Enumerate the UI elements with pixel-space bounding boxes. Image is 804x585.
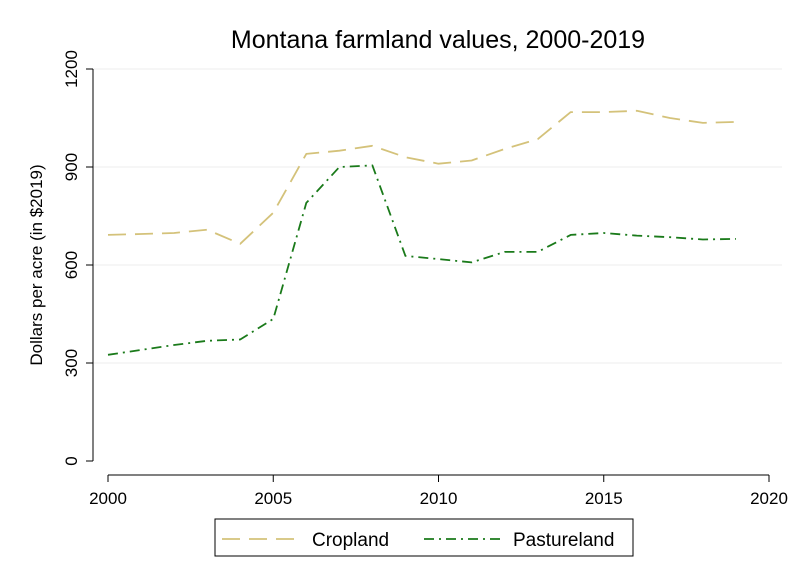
chart-title: Montana farmland values, 2000-2019 [231,26,645,54]
legend-label-pastureland: Pastureland [513,530,614,551]
y-tick-label: 0 [62,456,81,465]
legend-box [214,518,634,557]
series-line-pastureland [107,164,736,356]
y-axis-ticks: 0 300 600 900 1200 [62,50,93,466]
y-tick-label: 600 [62,251,81,279]
y-tick-label: 300 [62,349,81,377]
y-tick-label: 1200 [62,50,81,88]
y-tick-label: 900 [62,153,81,181]
x-tick-label: 2005 [254,489,292,508]
y-axis-title: Dollars per acre (in $2019) [27,164,46,365]
x-tick-label: 2000 [89,489,127,508]
series-line-cropland [107,109,736,245]
x-tick-label: 2020 [750,489,788,508]
x-tick-label: 2015 [585,489,623,508]
legend: Cropland Pastureland [214,518,634,557]
x-axis-ticks: 2000 2005 2010 2015 2020 [89,475,788,508]
legend-label-cropland: Cropland [312,530,389,551]
x-tick-label: 2010 [420,489,458,508]
series-lines [107,109,736,356]
gridlines [93,68,782,364]
